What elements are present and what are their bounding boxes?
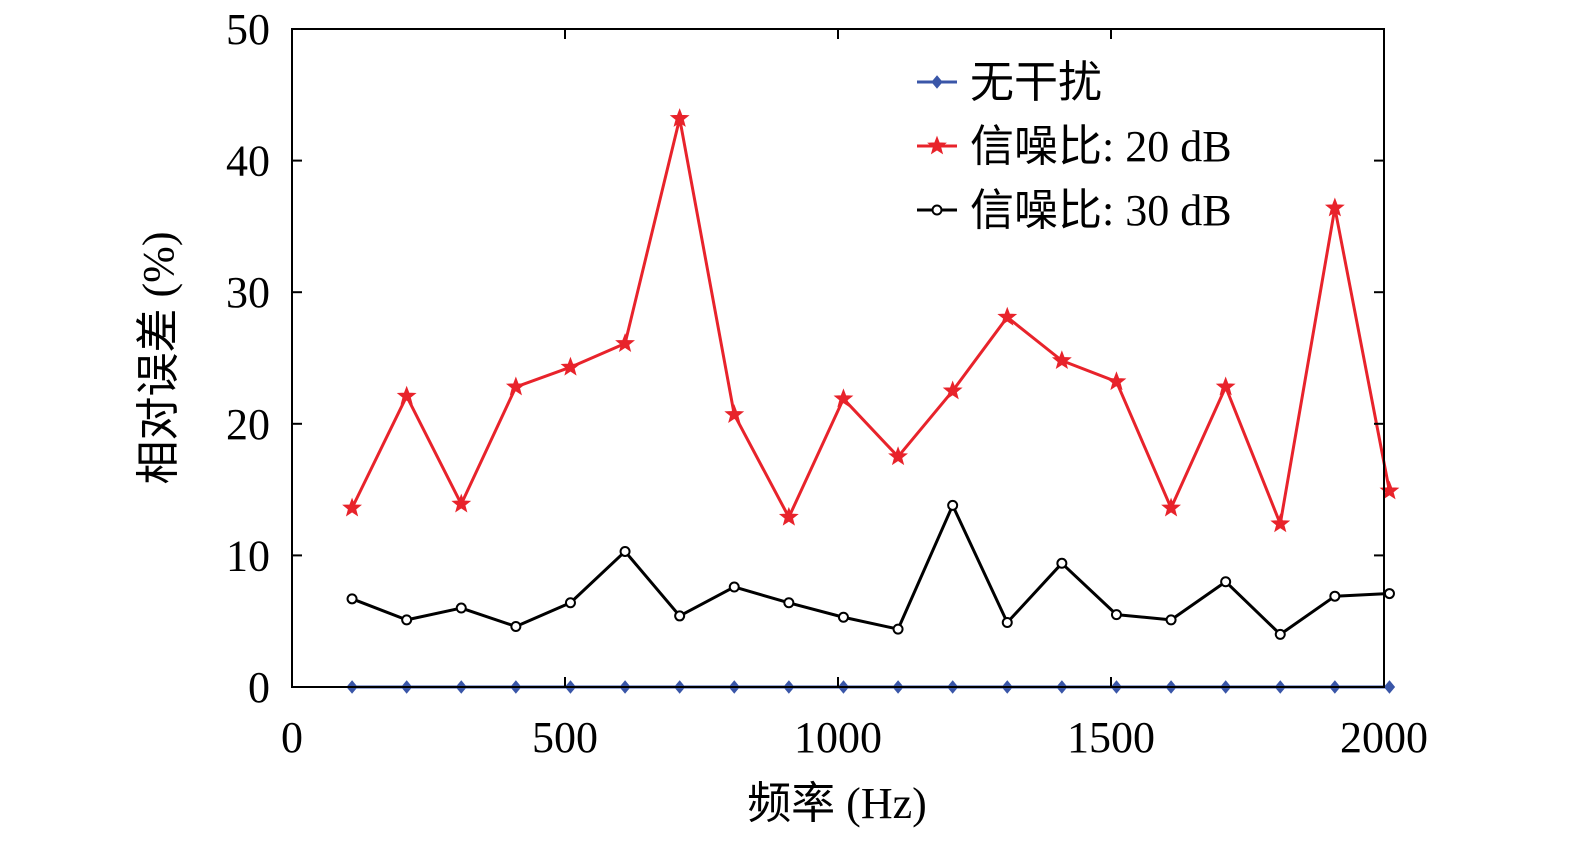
legend-label-1: 信噪比: 20 dB xyxy=(970,122,1232,171)
legend-entry-0: 无干扰 xyxy=(917,58,1102,107)
y-tick-label-0: 0 xyxy=(248,663,270,712)
series-2-point-12 xyxy=(1001,617,1013,629)
series-2-point-6 xyxy=(674,610,686,622)
series-2-point-5 xyxy=(619,545,631,557)
series-1-point-10 xyxy=(888,446,908,466)
series-1-point-3 xyxy=(505,376,526,396)
legend-label-2: 信噪比: 30 dB xyxy=(970,186,1232,235)
series-2-point-2 xyxy=(455,602,467,614)
series-1-point-4 xyxy=(560,356,581,376)
series-2-point-14 xyxy=(1110,609,1122,621)
series-2-point-8 xyxy=(783,597,795,609)
series-2-point-19 xyxy=(1383,588,1395,600)
series-2-line xyxy=(351,503,1390,636)
series-2-point-1 xyxy=(401,614,413,626)
ticks-layer: 0 500 1000 1500 2000 0 10 20 30 40 50 xyxy=(226,5,1428,762)
series-2-point-17 xyxy=(1274,628,1286,640)
y-axis-title: 相对误差 (%) xyxy=(134,232,183,485)
x-axis-title: 频率 (Hz) xyxy=(747,779,927,828)
series-1-point-7 xyxy=(724,404,745,424)
legend-label-0: 无干扰 xyxy=(970,58,1102,107)
series-2-point-11 xyxy=(947,499,959,511)
legend-entry-2: 信噪比: 30 dB xyxy=(917,186,1232,235)
series-2-point-0 xyxy=(346,593,358,605)
legend-swatch-marker-2 xyxy=(931,204,943,216)
series-1-point-6 xyxy=(669,108,690,127)
series-1-point-0 xyxy=(342,497,362,517)
series-1-point-5 xyxy=(615,333,635,352)
series-1 xyxy=(342,108,1400,533)
series-1-point-9 xyxy=(833,388,854,408)
y-tick-label-5: 50 xyxy=(226,5,270,54)
series-2-point-10 xyxy=(892,623,904,635)
series-1-point-1 xyxy=(396,385,417,405)
series-layer xyxy=(342,108,1400,694)
series-1-point-13 xyxy=(1051,350,1072,370)
series-2-point-18 xyxy=(1329,590,1341,602)
series-1-line xyxy=(350,116,1391,526)
series-2-point-9 xyxy=(837,611,849,623)
series-2 xyxy=(346,499,1395,640)
legend-swatch-marker-0 xyxy=(931,75,943,89)
series-2-point-4 xyxy=(564,597,576,609)
x-tick-label-3: 1500 xyxy=(1067,713,1155,762)
series-1-point-8 xyxy=(778,506,799,526)
y-tick-label-3: 30 xyxy=(226,268,270,317)
series-2-point-3 xyxy=(510,620,522,632)
y-tick-label-1: 10 xyxy=(226,531,270,580)
series-1-point-16 xyxy=(1215,376,1236,396)
legend-entry-1: 信噪比: 20 dB xyxy=(917,122,1232,171)
series-1-point-2 xyxy=(451,493,472,513)
series-2-point-15 xyxy=(1165,614,1177,626)
series-2-point-16 xyxy=(1220,576,1232,588)
series-1-point-15 xyxy=(1161,497,1181,517)
x-tick-label-2: 1000 xyxy=(794,713,882,762)
legend-swatch-marker-1 xyxy=(927,135,947,155)
series-1-point-18 xyxy=(1324,197,1345,217)
series-1-point-11 xyxy=(942,380,963,400)
y-tick-label-2: 20 xyxy=(226,400,270,449)
series-2-point-13 xyxy=(1056,557,1068,569)
x-tick-label-4: 2000 xyxy=(1340,713,1428,762)
x-tick-label-1: 500 xyxy=(532,713,598,762)
x-tick-label-0: 0 xyxy=(281,713,303,762)
series-0-point-19 xyxy=(1383,680,1396,694)
series-1-point-17 xyxy=(1270,513,1291,533)
series-2-point-7 xyxy=(728,581,740,593)
series-1-point-14 xyxy=(1106,371,1127,391)
y-tick-label-4: 40 xyxy=(226,137,270,186)
y-axis-title-group: 相对误差 (%) xyxy=(134,232,183,485)
series-1-point-12 xyxy=(997,306,1018,326)
